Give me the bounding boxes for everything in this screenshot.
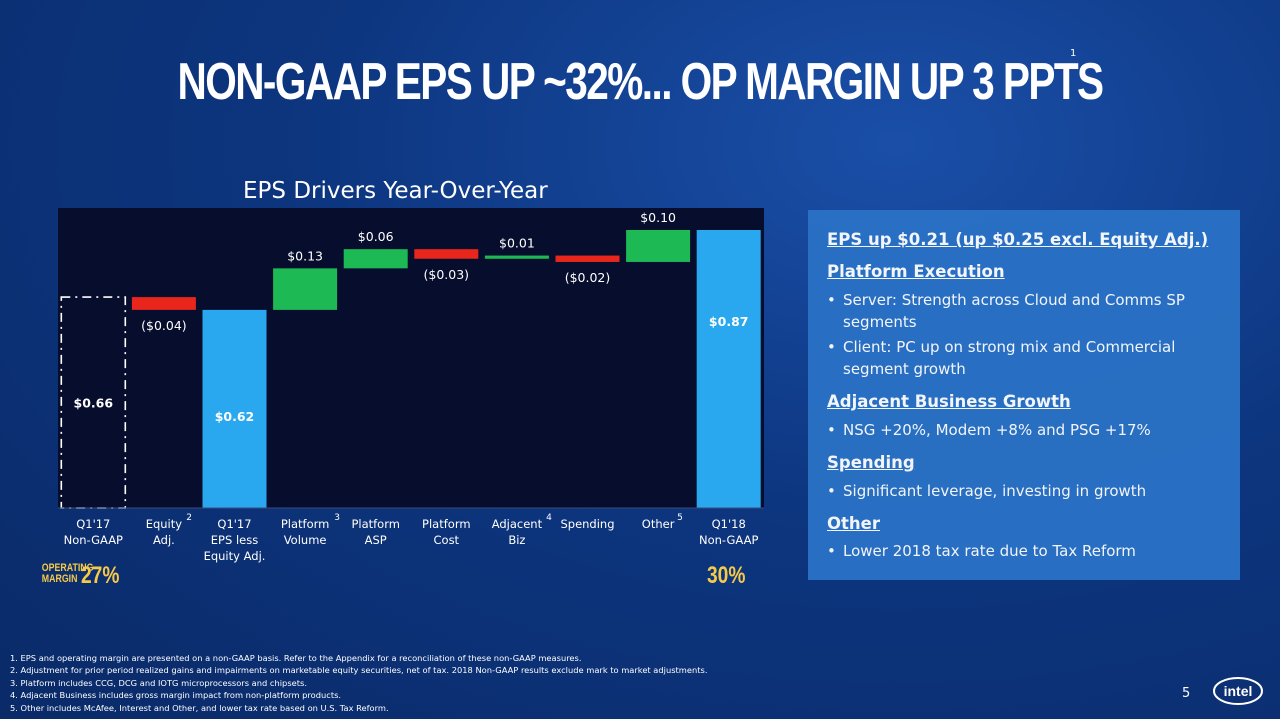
value-label-pcost: ($0.03): [424, 267, 470, 282]
category-label-q117less: Q1'17: [217, 517, 251, 531]
slide-title: NON-GAAP EPS UP ~32%... OP MARGIN UP 3 P…: [177, 53, 1104, 111]
page-number: 5: [1182, 686, 1191, 701]
footnotes: 1. EPS and operating margin are presente…: [10, 652, 707, 714]
footnote-3: 3. Platform includes CCG, DCG and IOTG m…: [10, 677, 307, 688]
footnote-sup-adj: 4: [546, 513, 552, 523]
category-label-spend: Spending: [560, 517, 614, 531]
value-label-q117: $0.66: [74, 396, 114, 411]
section-heading-spending: Spending: [827, 453, 915, 472]
value-label-pasp: $0.06: [358, 229, 394, 244]
bar-adj: [484, 255, 549, 259]
bar-pasp: [343, 249, 408, 269]
category-label-other: Other: [642, 517, 675, 531]
footnote-2: 2. Adjustment for prior period realized …: [10, 665, 708, 676]
category-label-pasp: ASP: [365, 533, 387, 547]
bar-spend: [555, 255, 620, 262]
bullet-adjacent: • NSG +20%, Modem +8% and PSG +17%: [827, 421, 1151, 439]
value-label-other: $0.10: [640, 210, 676, 225]
category-label-pcost: Platform: [422, 517, 471, 531]
category-label-q117: Non-GAAP: [64, 533, 123, 547]
footnote-1: 1. EPS and operating margin are presente…: [10, 653, 582, 663]
intel-logo: intel: [1213, 677, 1263, 705]
section-heading-adjacent-business: Adjacent Business Growth: [827, 392, 1071, 411]
operating-margin-label: OPERATING MARGIN: [41, 562, 94, 585]
value-label-equity: ($0.04): [141, 318, 187, 333]
category-label-q117: Q1'17: [76, 517, 110, 531]
footnote-4: 4. Adjacent Business includes gross marg…: [10, 690, 342, 701]
panel-headline: EPS up $0.21 (up $0.25 excl. Equity Adj.…: [827, 230, 1209, 249]
category-label-pasp: Platform: [351, 517, 400, 531]
bar-q117: [60, 296, 127, 509]
chart-title: EPS Drivers Year-Over-Year: [243, 178, 548, 204]
category-label-equity: Equity: [146, 517, 183, 531]
category-label-q118: Q1'18: [712, 517, 746, 531]
category-label-adj: Adjacent: [492, 517, 543, 531]
operating-margin-end: 30%: [707, 562, 746, 589]
category-label-pvol: Volume: [284, 533, 327, 547]
value-label-q118: $0.87: [709, 314, 749, 329]
value-label-adj: $0.01: [499, 236, 535, 251]
section-heading-other: Other: [827, 514, 880, 533]
bullet-client: • Client: PC up on strong mix and Commerc…: [827, 338, 1176, 378]
title-footnote-marker: 1: [1070, 48, 1077, 59]
category-label-adj: Biz: [508, 533, 525, 547]
footnote-5: 5. Other includes McAfee, Interest and O…: [10, 702, 389, 713]
category-label-pvol: Platform: [281, 517, 330, 531]
eps-summary-panel: EPS up $0.21 (up $0.25 excl. Equity Adj.…: [808, 210, 1240, 580]
operating-margin-start: 27%: [81, 562, 120, 589]
bar-q117less: [202, 309, 267, 508]
bar-pvol: [273, 268, 338, 310]
bar-equity: [131, 297, 196, 310]
eps-waterfall-chart: $0.66 Q1'17 Non-GAAP ($0.04) Equity Adj. 2 $0.6…: [58, 208, 764, 563]
value-label-q117less: $0.62: [215, 409, 255, 424]
footnote-sup-pvol: 3: [334, 513, 340, 523]
bullet-server: • Server: Strength across Cloud and Comms…: [827, 291, 1185, 331]
category-label-pcost: Cost: [434, 533, 460, 547]
section-heading-platform-execution: Platform Execution: [827, 262, 1005, 281]
value-label-spend: ($0.02): [565, 270, 611, 285]
bar-other: [626, 230, 691, 262]
category-label-equity: Adj.: [153, 533, 175, 547]
category-label-q117less: Equity Adj.: [204, 549, 266, 563]
footnote-sup-other: 5: [677, 513, 683, 523]
footnote-sup-equity: 2: [186, 513, 192, 523]
svg-text:intel: intel: [1224, 683, 1253, 699]
bar-pcost: [414, 249, 479, 259]
bullet-other: • Lower 2018 tax rate due to Tax Reform: [827, 542, 1136, 560]
bar-q118: [696, 230, 761, 508]
bullet-spending: • Significant leverage, investing in grow…: [827, 482, 1147, 500]
category-label-q118: Non-GAAP: [699, 533, 758, 547]
value-label-pvol: $0.13: [287, 248, 323, 263]
category-label-q117less: EPS less: [211, 533, 258, 547]
